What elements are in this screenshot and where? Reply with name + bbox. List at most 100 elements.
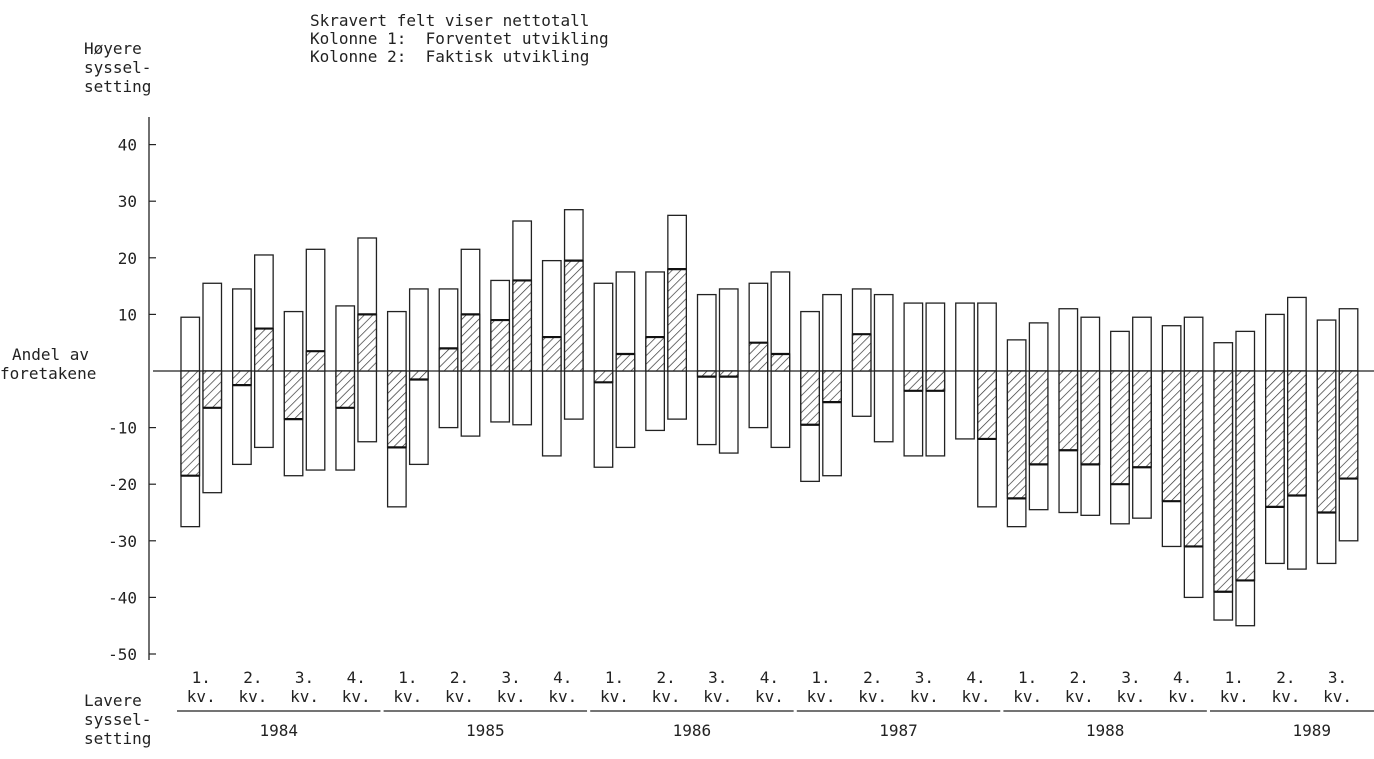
quarter-number-label: 3. <box>502 668 521 687</box>
bar-net-col1 <box>1316 370 1337 514</box>
bar-lower-col1 <box>955 370 975 440</box>
bar-lower-col1 <box>593 370 614 468</box>
bar-net-col1 <box>283 370 304 420</box>
year-label: 1984 <box>259 721 298 740</box>
bar-net-col1 <box>645 336 665 372</box>
quarter-unit-label: kv. <box>600 687 629 706</box>
quarter-number-label: 2. <box>656 668 675 687</box>
bar-net-col2 <box>305 350 326 372</box>
bar-higher-col2 <box>408 288 429 372</box>
bar-lower-col2 <box>667 370 687 420</box>
bar-lower-col2 <box>873 370 894 443</box>
bar-higher-col1 <box>386 310 407 372</box>
bar-higher-col1 <box>903 302 924 372</box>
bar-net-col2 <box>563 259 584 372</box>
bar-lower-col2 <box>253 370 274 449</box>
bar-net-col1 <box>231 370 252 386</box>
bar-higher-col1 <box>335 305 356 372</box>
bar-lower-col2 <box>305 370 326 471</box>
bar-lower-col2 <box>408 370 429 466</box>
quarter-unit-label: kv. <box>393 687 422 706</box>
quarter-unit-label: kv. <box>445 687 474 706</box>
quarter-number-label: 3. <box>708 668 727 687</box>
quarter-number-label: 1. <box>1225 668 1244 687</box>
bar-higher-col2 <box>873 293 894 372</box>
quarter-number-label: 1. <box>811 668 830 687</box>
quarter-unit-label: kv. <box>807 687 836 706</box>
bar-higher-col2 <box>822 293 842 372</box>
bar-net-col1 <box>490 319 511 372</box>
quarter-unit-label: kv. <box>548 687 577 706</box>
bar-net-col2 <box>1287 370 1307 497</box>
andel-label-1: Andel av <box>12 345 90 364</box>
quarter-number-label: 4. <box>553 668 572 687</box>
bar-net-col1 <box>800 370 820 426</box>
quarter-number-label: 2. <box>243 668 262 687</box>
bars-layer <box>180 209 1359 627</box>
quarter-number-label: 1. <box>605 668 624 687</box>
bar-net-col2 <box>1132 370 1152 468</box>
bar-net-col2 <box>1235 370 1256 582</box>
lower-label-1: Lavere <box>84 691 142 710</box>
quarter-unit-label: kv. <box>1116 687 1145 706</box>
quarter-unit-label: kv. <box>1323 687 1352 706</box>
quarter-unit-label: kv. <box>1065 687 1094 706</box>
bar-net-col1 <box>1265 370 1285 508</box>
bar-net-col1 <box>903 370 924 392</box>
quarter-unit-label: kv. <box>755 687 784 706</box>
year-label: 1987 <box>879 721 918 740</box>
bar-net-col1 <box>748 342 769 372</box>
upper-label-1: Høyere <box>84 39 142 58</box>
bar-net-col2 <box>1183 370 1204 548</box>
bar-net-col2 <box>357 313 378 372</box>
bar-net-col1 <box>593 370 614 383</box>
y-tick-label: 10 <box>118 305 137 324</box>
quarter-unit-label: kv. <box>962 687 991 706</box>
quarter-number-label: 4. <box>1173 668 1192 687</box>
quarter-unit-label: kv. <box>703 687 732 706</box>
andel-label-2: foretakene <box>0 364 97 383</box>
legend-line-column2: Kolonne 2: Faktisk utvikling <box>310 47 590 66</box>
quarter-number-label: 2. <box>450 668 469 687</box>
bar-higher-col1 <box>1161 325 1182 372</box>
bar-net-col2 <box>1080 370 1101 466</box>
bar-net-col1 <box>1161 370 1182 502</box>
bar-net-col1 <box>386 370 407 449</box>
bar-lower-col2 <box>357 370 378 443</box>
year-label: 1985 <box>466 721 505 740</box>
quarter-unit-label: kv. <box>1013 687 1042 706</box>
quarter-unit-label: kv. <box>187 687 216 706</box>
lower-label-2: syssel- <box>84 710 152 729</box>
bar-net-col2 <box>770 353 791 372</box>
bar-higher-col2 <box>977 302 997 372</box>
bar-higher-col1 <box>696 293 717 372</box>
bar-higher-col1 <box>1265 313 1285 372</box>
bar-net-col1 <box>541 336 562 372</box>
legend-line-column1: Kolonne 1: Forventet utvikling <box>310 29 609 48</box>
bar-higher-col2 <box>1338 308 1359 372</box>
bar-net-col1 <box>1006 370 1027 499</box>
quarter-unit-label: kv. <box>290 687 319 706</box>
quarter-unit-label: kv. <box>497 687 526 706</box>
quarter-unit-label: kv. <box>652 687 681 706</box>
quarter-unit-label: kv. <box>858 687 887 706</box>
bar-higher-col2 <box>1132 316 1152 372</box>
quarter-unit-label: kv. <box>1271 687 1300 706</box>
bar-higher-col2 <box>925 302 946 372</box>
bar-lower-col2 <box>770 370 791 449</box>
bar-net-col2 <box>977 370 997 440</box>
bar-net-col2 <box>822 370 842 403</box>
quarter-number-label: 1. <box>398 668 417 687</box>
lower-label-3: setting <box>84 729 152 748</box>
quarter-unit-label: kv. <box>910 687 939 706</box>
bar-higher-col1 <box>1058 308 1079 372</box>
bar-net-col1 <box>1058 370 1079 451</box>
bar-lower-col2 <box>563 370 584 420</box>
bar-lower-col1 <box>541 370 562 457</box>
year-label: 1986 <box>673 721 712 740</box>
bar-net-col2 <box>202 370 223 409</box>
bar-lower-col2 <box>615 370 636 449</box>
quarter-number-label: 1. <box>1018 668 1037 687</box>
bar-higher-col1 <box>283 310 304 372</box>
